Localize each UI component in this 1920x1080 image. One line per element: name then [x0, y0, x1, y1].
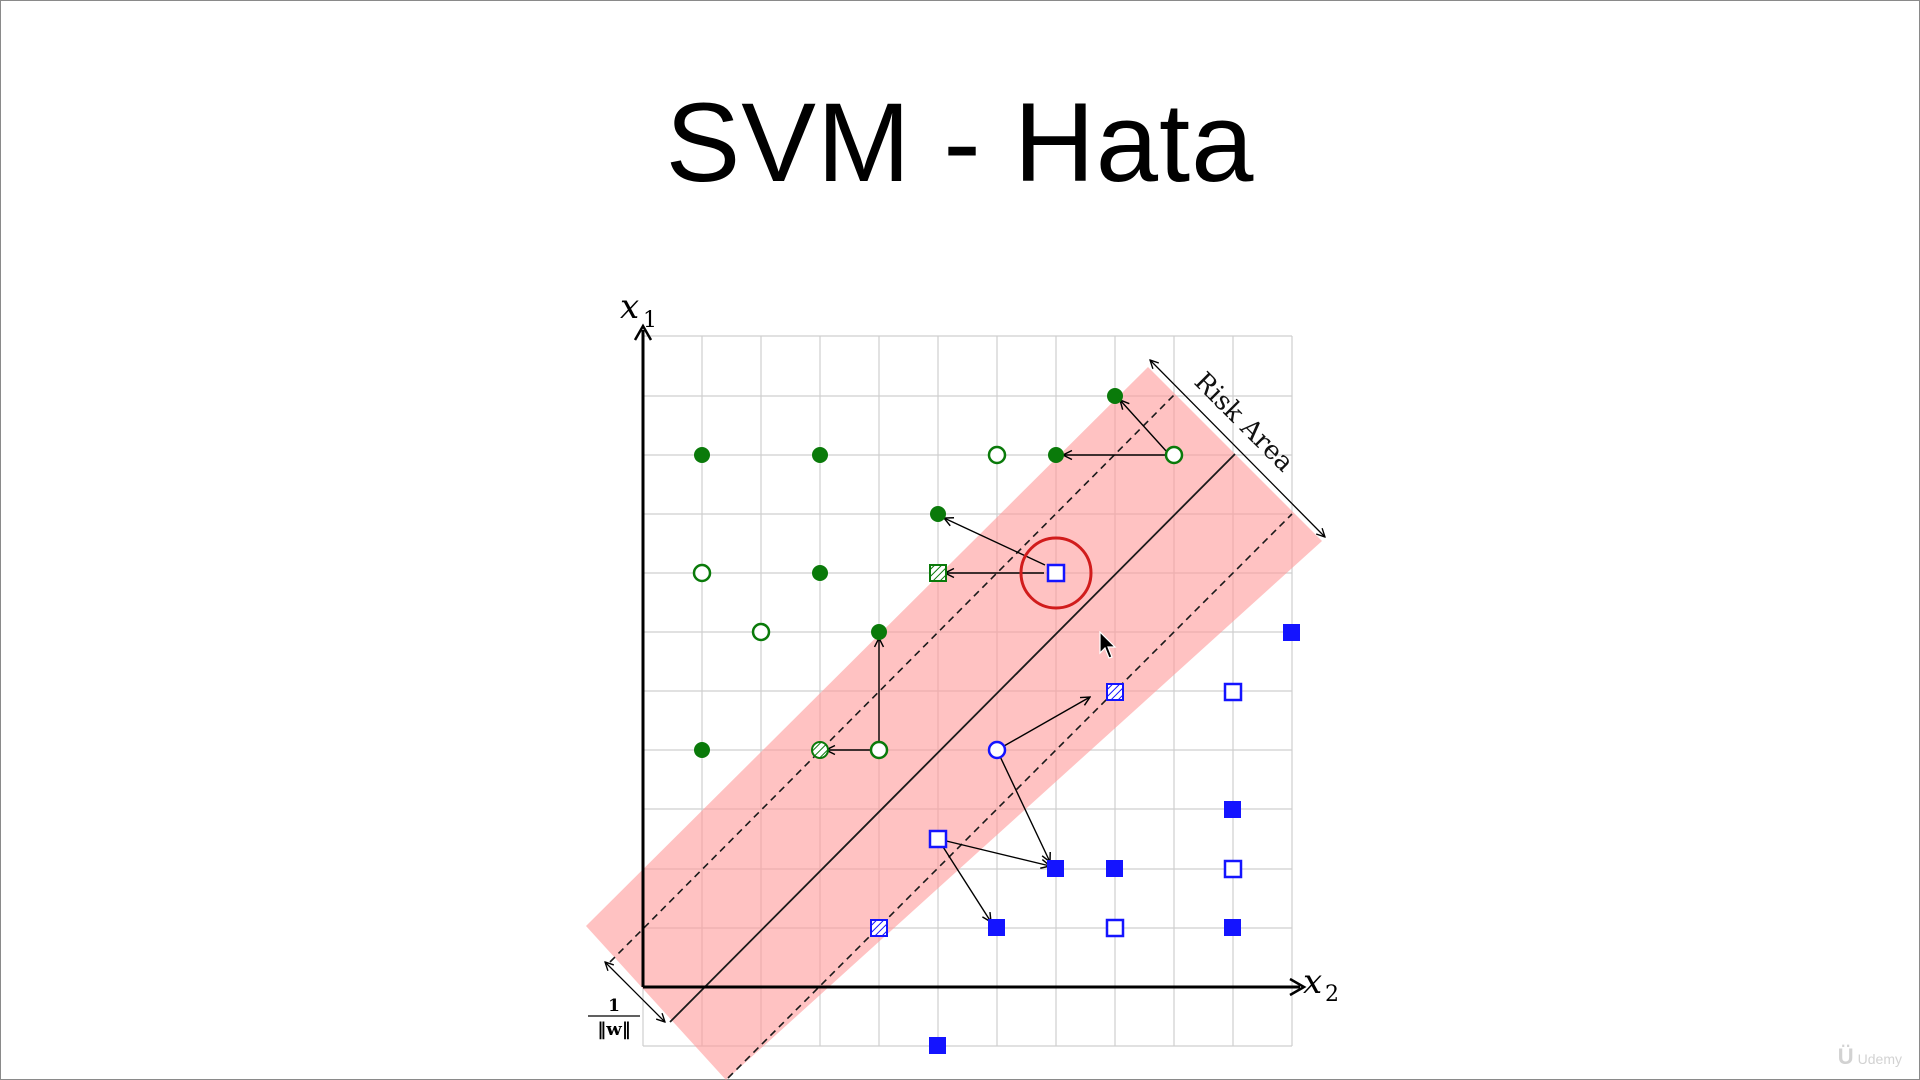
lower-margin-line	[727, 513, 1293, 1079]
margin-fraction-numerator: 1	[608, 996, 620, 1016]
arrow-3	[944, 518, 1046, 566]
blue-hollow-square	[1046, 563, 1066, 583]
blue-filled-squares	[929, 624, 1300, 1054]
margin-width-dimension-arrow	[605, 962, 665, 1022]
blue-square	[1106, 860, 1123, 877]
risk-area-dimension-arrow	[1150, 360, 1325, 537]
arrow-7	[996, 697, 1090, 751]
green-point	[694, 447, 710, 463]
green-point	[1107, 388, 1123, 404]
green-hollow-point	[1164, 445, 1184, 465]
risk-area-band	[586, 367, 1322, 1080]
green-filled-points	[694, 388, 1123, 758]
blue-square	[1047, 860, 1064, 877]
arrow-8	[996, 749, 1050, 862]
decision-boundary	[669, 453, 1236, 1023]
green-hollow-points	[692, 445, 1184, 760]
blue-hollow-circle	[987, 740, 1007, 760]
green-point	[930, 506, 946, 522]
green-hatched-square	[929, 564, 947, 582]
blue-hollow-square	[1223, 682, 1243, 702]
udemy-logo-icon: Ü	[1837, 1044, 1854, 1069]
axes	[641, 330, 1300, 989]
green-point	[1048, 447, 1064, 463]
blue-square	[1224, 919, 1241, 936]
y-axis-arrowhead	[633, 323, 653, 341]
mouse-cursor-icon	[1099, 631, 1117, 659]
arrow-9	[937, 838, 1050, 866]
x-axis-label: x	[1303, 962, 1322, 1002]
green-hollow-point	[751, 622, 771, 642]
blue-hollow-square	[1105, 918, 1125, 938]
green-point	[812, 565, 828, 581]
green-hollow-point	[987, 445, 1007, 465]
y-axis-label: x	[620, 287, 639, 327]
green-hollow-point	[869, 740, 889, 760]
arrow-1	[1120, 400, 1168, 453]
x-axis-arrowhead	[1289, 977, 1307, 997]
margin-lines	[609, 391, 1293, 1079]
udemy-watermark: Ü Udemy	[1838, 1044, 1902, 1070]
blue-hollow-square	[1223, 859, 1243, 879]
y-axis-label-subscript: 1	[643, 308, 657, 333]
green-hollow-point	[692, 563, 712, 583]
green-point	[694, 742, 710, 758]
blue-square	[1283, 624, 1300, 641]
relocation-arrows	[826, 400, 1168, 922]
green-point	[871, 624, 887, 640]
x-axis-label-subscript: 2	[1325, 982, 1339, 1007]
blue-square	[988, 919, 1005, 936]
arrow-10	[937, 838, 991, 922]
blue-hatched-square	[1106, 683, 1124, 701]
slide-title: SVM - Hata	[665, 80, 1255, 205]
udemy-watermark-text: Udemy	[1857, 1051, 1902, 1067]
highlight-ring	[1019, 536, 1093, 610]
blue-hollow-square	[928, 829, 948, 849]
blue-square	[929, 1037, 946, 1054]
upper-margin-line	[609, 391, 1178, 963]
blue-hollow-squares	[928, 563, 1243, 938]
blue-square	[1224, 801, 1241, 818]
margin-fraction-denominator: ‖w‖	[597, 1019, 631, 1040]
blue-hatched-square	[870, 919, 888, 937]
green-point	[812, 447, 828, 463]
green-hatched-point	[811, 741, 829, 759]
